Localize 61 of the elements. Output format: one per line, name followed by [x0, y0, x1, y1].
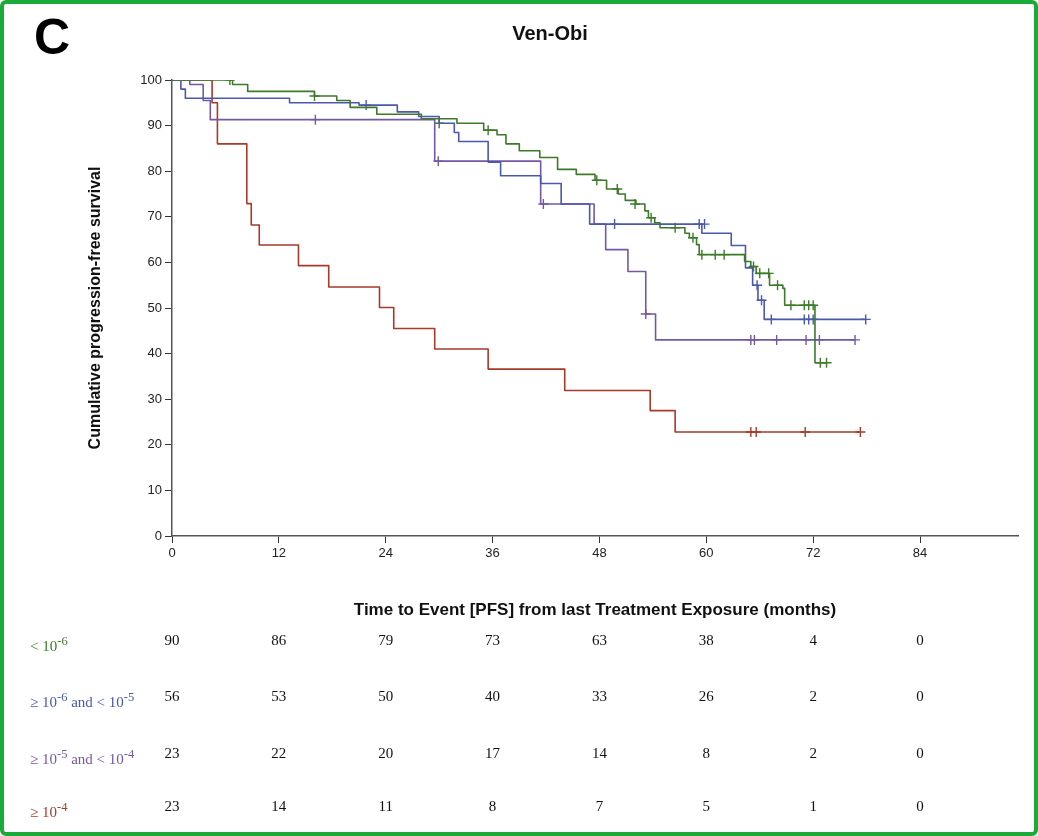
text: 0	[916, 798, 924, 815]
text: C	[34, 8, 71, 66]
text: 8	[488, 798, 497, 815]
y-tick-label: 70	[147, 208, 162, 224]
text: 14	[591, 745, 607, 762]
text: ≥ 10$^{-6}$ and < 10$^{-5}$	[30, 689, 136, 712]
text: 86	[271, 632, 287, 649]
text: ≥ 10$^{-5}$ and < 10$^{-4}$	[30, 746, 136, 769]
text: 11	[378, 798, 393, 815]
text: 22	[271, 745, 287, 762]
x-tick-label: 12	[271, 545, 287, 561]
text: 2	[809, 688, 817, 705]
y-tick-label: 30	[147, 390, 162, 406]
text: 90	[164, 632, 180, 649]
text: 0	[916, 745, 924, 762]
text: 33	[591, 688, 607, 705]
text: 56	[164, 688, 180, 705]
text: 73	[485, 632, 501, 649]
y-tick-label: 40	[147, 345, 162, 361]
y-tick-label: 20	[147, 436, 162, 452]
point	[687, 232, 699, 244]
x-tick-label: 60	[699, 545, 714, 561]
text: 79	[378, 632, 394, 649]
x-tick-label: 24	[378, 545, 393, 561]
chart-title: Ven-Obi	[512, 21, 588, 44]
x-tick-label: 72	[805, 545, 821, 561]
text: 0	[916, 632, 924, 649]
y-tick-label: 10	[147, 481, 162, 497]
text: 53	[271, 688, 287, 705]
y-axis-title: Cumulative progression-free survival	[86, 166, 104, 450]
text: 40	[485, 688, 501, 705]
text: ≥ 10$^{-4}$	[30, 799, 69, 822]
text: 2	[809, 745, 817, 762]
text: < 10$^{-6}$	[30, 633, 69, 656]
y-tick-label: 90	[147, 117, 162, 133]
text: 38	[698, 632, 714, 649]
text: 5	[702, 798, 711, 815]
text: 23	[164, 745, 180, 762]
x-tick-label: 48	[592, 545, 607, 561]
text: 14	[271, 798, 287, 815]
text: 7	[595, 798, 604, 815]
text: 0	[916, 688, 924, 705]
text: 4	[809, 632, 817, 649]
text: 1	[809, 798, 817, 815]
text: 26	[698, 688, 714, 705]
y-tick-label: 50	[147, 299, 162, 315]
text: 63	[591, 632, 607, 649]
text: 17	[485, 745, 501, 762]
y-tick-label: 60	[147, 253, 162, 269]
text: 23	[164, 798, 180, 815]
text: 50	[378, 688, 394, 705]
y-tick-label: 100	[140, 71, 162, 87]
x-tick-label: 84	[912, 545, 928, 561]
point	[645, 212, 657, 224]
y-tick-label: 80	[147, 162, 162, 178]
y-tick-label: 0	[154, 527, 162, 543]
x-axis-title: Time to Event [PFS] from last Treatment Exposure (months)	[353, 600, 837, 620]
x-tick-label: 36	[485, 545, 500, 561]
text: 20	[378, 745, 394, 762]
x-tick-label: 0	[168, 545, 176, 561]
text: 8	[702, 745, 711, 762]
